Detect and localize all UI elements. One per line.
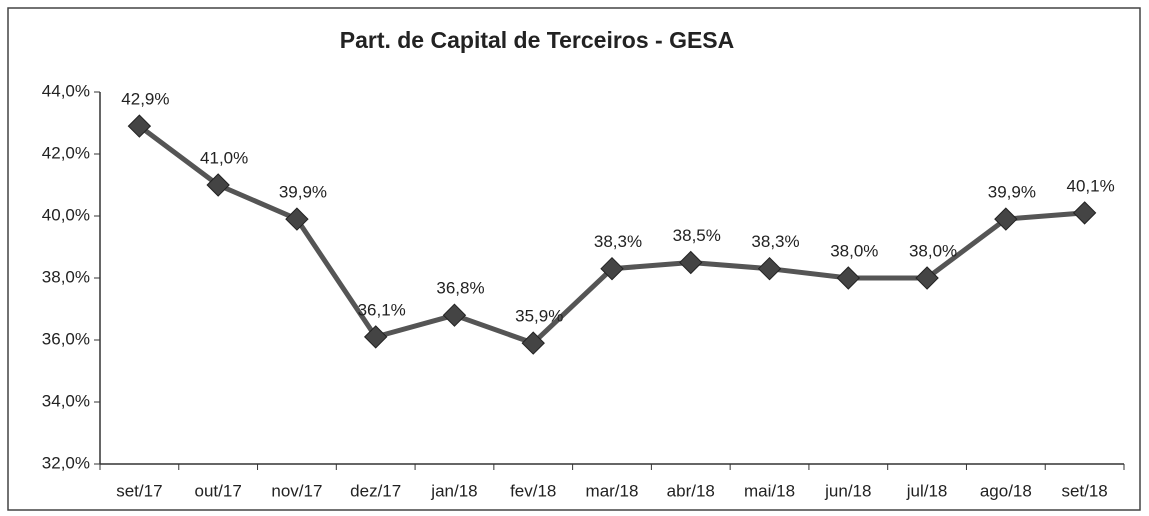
y-tick-label: 32,0% bbox=[42, 453, 90, 472]
marker bbox=[836, 266, 861, 290]
chart-border bbox=[7, 7, 1141, 511]
x-tick-label: mar/18 bbox=[586, 481, 639, 500]
data-label: 38,3% bbox=[751, 232, 799, 251]
marker bbox=[363, 325, 388, 349]
y-tick-label: 36,0% bbox=[42, 329, 90, 348]
data-label: 41,0% bbox=[200, 148, 248, 167]
x-tick-label: jan/18 bbox=[430, 481, 477, 500]
x-tick-label: abr/18 bbox=[667, 481, 715, 500]
y-tick-label: 34,0% bbox=[42, 391, 90, 410]
data-label: 38,5% bbox=[673, 226, 721, 245]
marker bbox=[757, 256, 782, 281]
x-tick-label: jun/18 bbox=[824, 481, 871, 500]
marker bbox=[679, 250, 703, 275]
marker bbox=[442, 303, 467, 327]
chart-title: Part. de Capital de Terceiros - GESA bbox=[340, 27, 735, 53]
marker bbox=[285, 207, 309, 231]
x-tick-label: set/17 bbox=[116, 481, 162, 500]
data-label: 39,9% bbox=[988, 183, 1036, 202]
marker bbox=[915, 266, 939, 290]
x-tick-label: ago/18 bbox=[980, 481, 1032, 500]
data-label: 36,1% bbox=[358, 300, 406, 319]
x-tick-label: fev/18 bbox=[510, 481, 556, 500]
marker bbox=[600, 256, 624, 281]
x-tick-label: set/18 bbox=[1061, 481, 1107, 500]
data-label: 39,9% bbox=[279, 183, 327, 202]
marker bbox=[1072, 201, 1097, 225]
data-label: 36,8% bbox=[436, 279, 484, 298]
marker bbox=[206, 173, 230, 197]
x-tick-label: jul/18 bbox=[906, 481, 948, 500]
marker bbox=[127, 114, 152, 138]
y-tick-label: 44,0% bbox=[42, 81, 90, 100]
data-label: 42,9% bbox=[121, 90, 169, 109]
y-tick-label: 38,0% bbox=[42, 267, 90, 286]
marker bbox=[994, 207, 1018, 231]
x-tick-label: dez/17 bbox=[350, 481, 401, 500]
x-tick-label: mai/18 bbox=[744, 481, 795, 500]
y-tick-label: 40,0% bbox=[42, 205, 90, 224]
y-tick-label: 42,0% bbox=[42, 143, 90, 162]
data-label: 38,0% bbox=[830, 241, 878, 260]
x-tick-label: nov/17 bbox=[271, 481, 322, 500]
data-label: 38,0% bbox=[909, 241, 957, 260]
data-label: 35,9% bbox=[515, 307, 563, 326]
marker bbox=[521, 331, 545, 355]
x-tick-label: out/17 bbox=[195, 481, 242, 500]
data-label: 40,1% bbox=[1067, 176, 1115, 195]
data-label: 38,3% bbox=[594, 232, 642, 251]
